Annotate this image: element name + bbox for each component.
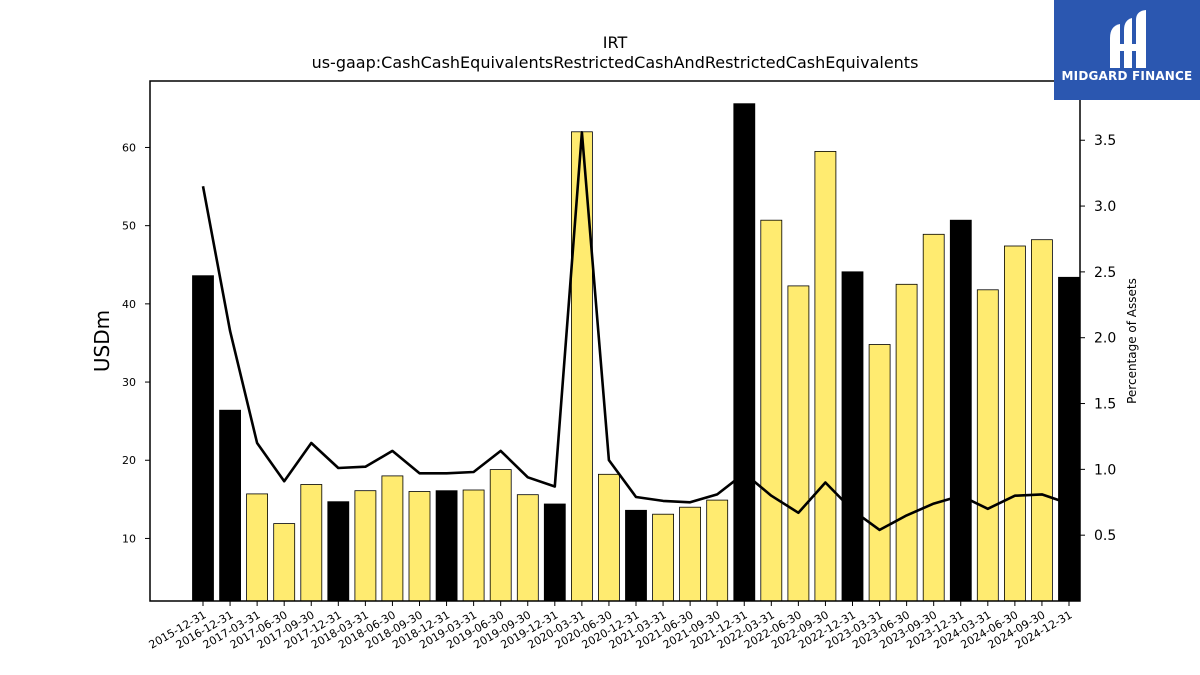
bar-2024-03-31 (976, 289, 999, 602)
bar-2020-03-31 (571, 131, 593, 602)
bar-2023-09-30 (922, 233, 945, 602)
bar-2019-03-31 (462, 489, 485, 602)
y-tick-label: 20 (122, 454, 136, 467)
bar-2016-12-31 (219, 409, 242, 602)
y-right-tick-label: 3.5 (1094, 133, 1116, 149)
x-ticks: 2015-12-312016-12-312017-03-312017-06-30… (147, 601, 1075, 652)
y-right-tick-label: 3.0 (1094, 199, 1116, 215)
percentage-of-assets-line (201, 131, 1070, 532)
y-tick-label: 60 (122, 141, 136, 154)
bar-2018-09-30 (408, 491, 431, 602)
bar-2018-03-31 (354, 490, 377, 602)
bar-2020-06-30 (598, 473, 620, 602)
bar-2017-09-30 (300, 484, 323, 602)
line-group (201, 131, 1070, 532)
bar-2023-03-31 (868, 344, 891, 602)
bar-2017-06-30 (273, 523, 296, 602)
chart-subtitle: us-gaap:CashCashEquivalentsRestrictedCas… (312, 53, 919, 72)
bar-2023-12-31 (949, 219, 972, 602)
y-right-tick-label: 0.5 (1094, 528, 1116, 544)
bar-2019-09-30 (516, 494, 539, 602)
y-tick-label: 50 (122, 220, 136, 233)
chart-title: IRT (603, 33, 628, 52)
bar-2024-09-30 (1031, 239, 1053, 602)
bar-2022-03-31 (760, 219, 783, 602)
bar-2018-06-30 (381, 475, 404, 602)
brand-logo: MIDGARD FINANCE (1054, 0, 1200, 100)
y-tick-label: 30 (122, 376, 136, 389)
logo-mark-icon (1110, 10, 1146, 68)
y-right-tick-label: 1.0 (1094, 462, 1116, 478)
bar-2024-12-31 (1058, 276, 1080, 602)
y-ticks-right: 0.5 1.0 1.5 2.0 2.5 3.0 3.5 (1080, 133, 1116, 544)
bar-2015-12-31 (192, 275, 214, 602)
bar-2017-12-31 (327, 501, 350, 602)
bar-2024-06-30 (1004, 245, 1026, 602)
bars-group (192, 103, 1080, 602)
y-ticks: 10 20 30 40 50 60 (122, 141, 150, 545)
bar-2021-09-30 (706, 499, 729, 602)
logo-text: MIDGARD FINANCE (1061, 69, 1193, 83)
bar-2022-12-31 (841, 271, 864, 602)
bar-2021-03-31 (652, 513, 674, 602)
y-axis-label: USDm (90, 310, 114, 372)
bar-2021-12-31 (733, 103, 756, 602)
bar-2019-06-30 (489, 469, 512, 602)
y-tick-label: 10 (122, 532, 136, 545)
bar-2023-06-30 (895, 283, 918, 602)
bar-2018-12-31 (435, 490, 458, 602)
y-tick-label: 40 (122, 298, 136, 311)
bar-2017-03-31 (246, 493, 269, 602)
bar-2020-12-31 (625, 509, 647, 602)
y-axis-right-label: Percentage of Assets (1125, 278, 1139, 404)
y-right-tick-label: 1.5 (1094, 397, 1116, 413)
y-right-tick-label: 2.0 (1094, 331, 1116, 347)
bar-2021-06-30 (679, 506, 701, 602)
bar-2022-09-30 (814, 150, 837, 602)
plot-frame (149, 80, 1081, 602)
bar-2019-12-31 (543, 503, 566, 602)
y-right-tick-label: 2.5 (1094, 265, 1116, 281)
bar-2022-06-30 (787, 285, 810, 602)
